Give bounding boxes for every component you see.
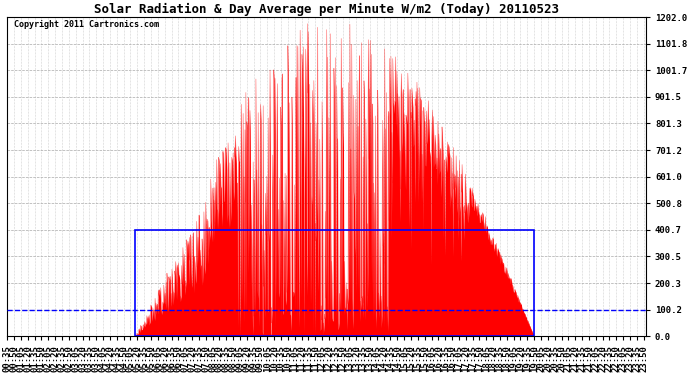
Text: Copyright 2011 Cartronics.com: Copyright 2011 Cartronics.com: [14, 20, 159, 29]
Title: Solar Radiation & Day Average per Minute W/m2 (Today) 20110523: Solar Radiation & Day Average per Minute…: [94, 3, 559, 16]
Bar: [135, 230, 534, 336]
